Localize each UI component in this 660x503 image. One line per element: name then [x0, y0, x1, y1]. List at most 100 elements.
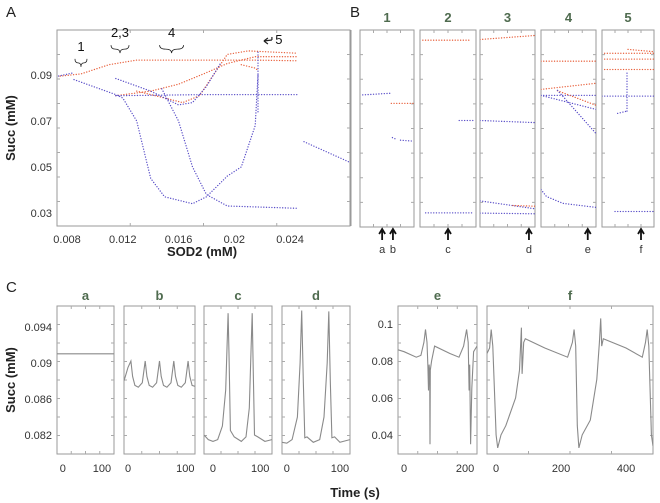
b-subplot-title: 3 — [504, 10, 511, 25]
c-y-axis-label: Succ (mM) — [3, 347, 18, 413]
panel-cf-plot — [486, 305, 654, 455]
c-subplot-title: a — [82, 288, 90, 303]
panel-b5-plot — [601, 29, 655, 228]
a-y-tick-label: 0.05 — [31, 162, 52, 174]
bifurcation-branch-unstable-start — [57, 72, 75, 78]
branch-points — [480, 119, 535, 124]
branch-points — [399, 139, 414, 142]
c-x-tick-label: 0 — [210, 463, 216, 475]
bifurcation-branch-unstable-dip — [115, 62, 222, 106]
c-y-tick-label: 0.086 — [24, 394, 52, 406]
time-series-line — [398, 329, 477, 445]
c-subplot-title: e — [434, 288, 441, 303]
a-y-tick-label: 0.03 — [31, 208, 52, 220]
panel-b1-plot — [359, 29, 415, 228]
time-series-line — [204, 313, 272, 443]
time-series-line — [282, 310, 350, 444]
up-arrow-icon — [583, 227, 592, 240]
branch-points — [480, 34, 535, 41]
panel-b2-plot — [419, 29, 477, 228]
bifurcation-branch-unstable-deep — [73, 74, 259, 205]
panel-cd-plot — [281, 305, 351, 455]
panel-b4-plot — [540, 29, 597, 228]
c-x-tick-label: 0 — [284, 463, 290, 475]
b-subplot-title: 1 — [383, 10, 390, 25]
c-y-tick-label: 0.08 — [372, 356, 393, 368]
bifurcation-branch-unstable-second — [161, 88, 298, 209]
c-x-tick-label: 0 — [401, 463, 407, 475]
a-annotation-4: 5 — [275, 32, 282, 47]
up-arrow-icon — [389, 227, 397, 240]
panel-cc-plot-plot-area — [204, 306, 272, 454]
c-subplot-title: c — [234, 288, 241, 303]
panel-b1-plot-plot-area — [360, 30, 414, 227]
c-x-tick-label: 200 — [552, 463, 570, 475]
c-x-tick-label: 100 — [331, 463, 349, 475]
panel-cb-plot-plot-area — [124, 306, 195, 454]
time-series-line — [124, 358, 195, 388]
panel-label-a: A — [6, 4, 16, 21]
panel-b3-plot — [479, 29, 536, 228]
a-x-tick-label: 0.024 — [276, 234, 304, 246]
c-x-tick-label: 0 — [60, 463, 66, 475]
c-x-tick-label: 0 — [493, 463, 499, 475]
c-subplot-title: f — [568, 288, 573, 303]
bifurcation-branch-unstable-right — [303, 141, 350, 164]
a-y-tick-label: 0.09 — [31, 70, 52, 82]
up-arrow-icon — [637, 227, 645, 240]
branch-points — [480, 200, 535, 210]
c-x-tick-label: 400 — [617, 463, 635, 475]
c-y-tick-label: 0.09 — [31, 358, 52, 370]
branch-points — [512, 204, 535, 207]
panel-a-plot-plot-area — [57, 30, 350, 226]
panel-cf-plot-plot-area — [487, 306, 653, 454]
panel-cd-plot-plot-area — [282, 306, 350, 454]
branch-points — [616, 110, 628, 115]
branch-points — [627, 48, 654, 53]
panel-ce-plot-plot-area — [398, 306, 477, 454]
c-y-tick-label: 0.082 — [24, 430, 52, 442]
c-x-tick-label: 100 — [176, 463, 194, 475]
a-annotation-1: 1 — [77, 39, 84, 54]
b-subplot-title: 4 — [565, 10, 573, 25]
up-arrow-icon — [378, 227, 386, 240]
panel-label-b: B — [350, 4, 360, 21]
panel-b5-plot-plot-area — [602, 30, 654, 227]
panel-label-c: C — [6, 279, 17, 296]
a-y-axis-label: Succ (mM) — [3, 95, 18, 161]
c-y-tick-label: 0.094 — [24, 322, 52, 334]
b-arrow-label-d: d — [526, 244, 532, 256]
b-arrow-label-e: e — [585, 244, 591, 256]
a-x-tick-label: 0.012 — [109, 234, 137, 246]
a-y-tick-label: 0.07 — [31, 116, 52, 128]
branch-points — [480, 212, 535, 215]
bifurcation-branch-stable-upper — [59, 59, 298, 77]
panel-ca-plot-plot-area — [57, 306, 114, 454]
a-annotation-3: 4 — [168, 25, 175, 40]
branch-points — [556, 89, 596, 135]
branch-points — [541, 188, 596, 209]
panel-cc-plot — [203, 305, 273, 455]
a-x-tick-label: 0.016 — [165, 234, 193, 246]
a-x-axis-label: SOD2 (mM) — [167, 244, 237, 259]
c-x-axis-label: Time (s) — [330, 485, 380, 500]
c-x-tick-label: 200 — [456, 463, 474, 475]
c-x-tick-label: 100 — [251, 463, 269, 475]
b-arrow-label-c: c — [445, 244, 451, 256]
c-x-tick-label: 0 — [125, 463, 131, 475]
panel-b4-plot-plot-area — [541, 30, 596, 227]
a-x-tick-label: 0.008 — [53, 234, 81, 246]
panel-a-plot — [56, 29, 351, 227]
panel-ce-plot — [397, 305, 478, 455]
bifurcation-branch-stable-rising — [115, 56, 298, 97]
a-annotation-2: 2,3 — [111, 25, 129, 40]
branch-points — [391, 136, 398, 141]
c-subplot-title: b — [156, 288, 164, 303]
branch-points — [541, 82, 596, 91]
panel-b2-plot-plot-area — [420, 30, 476, 227]
bifurcation-branch-stable-loop — [136, 50, 298, 104]
brace-icon — [74, 58, 88, 67]
up-arrow-icon — [444, 227, 452, 240]
a-x-tick-label: 0.02 — [224, 234, 245, 246]
